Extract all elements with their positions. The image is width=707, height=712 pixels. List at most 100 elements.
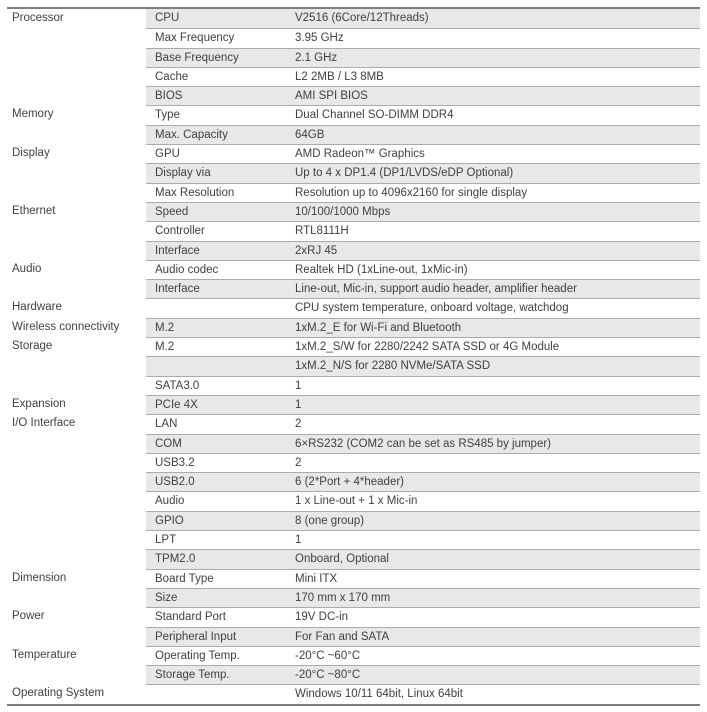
category-label: Wireless connectivity <box>12 320 120 333</box>
property-label: Base Frequency <box>155 51 239 64</box>
property-value: 2 <box>295 456 302 469</box>
spec-row: BIOS AMI SPI BIOS <box>7 86 700 106</box>
spec-row: Hardware CPU system temperature, onboard… <box>7 298 700 318</box>
spec-row: USB3.2 2 <box>7 452 700 473</box>
spec-row-band: Standard Port 19V DC-in <box>146 607 700 627</box>
property-value: 2.1 GHz <box>295 51 338 64</box>
spec-row: Size 170 mm x 170 mm <box>7 587 700 608</box>
category-label <box>7 549 146 568</box>
spec-row-band: LPT 1 <box>146 530 700 550</box>
property-value: L2 2MB / L3 8MB <box>295 70 384 83</box>
spec-row: I/O Interface LAN 2 <box>7 414 700 434</box>
spec-row: Max Resolution Resolution up to 4096x216… <box>7 182 700 202</box>
spec-row-band: Max. Capacity 64GB <box>146 124 700 145</box>
spec-row: 1xM.2_N/S for 2280 NVMe/SATA SSD <box>7 356 700 376</box>
property-label <box>146 357 286 375</box>
property-value: 2xRJ 45 <box>295 244 338 257</box>
property-value: 8 (one group) <box>295 514 365 527</box>
spec-row: Controller RTL8111H <box>7 221 700 241</box>
category-label <box>7 48 146 67</box>
spec-row-band: Peripheral Input For Fan and SATA <box>146 626 700 646</box>
category-label <box>7 491 146 510</box>
spec-row: Display GPU AMD Radeon™ Graphics <box>7 144 700 164</box>
spec-row: USB2.0 6 (2*Port + 4*header) <box>7 472 700 492</box>
property-value: 1 <box>295 534 302 547</box>
property-label: USB2.0 <box>155 476 195 489</box>
property-value: Line-out, Mic-in, support audio header, … <box>295 283 577 296</box>
spec-row: Interface Line-out, Mic-in, support audi… <box>7 279 700 299</box>
category-label: Operating System <box>12 687 105 700</box>
property-label: Type <box>155 109 180 122</box>
spec-row-band: Display via Up to 4 x DP1.4 (DP1/LVDS/eD… <box>146 163 700 183</box>
property-value: 3.95 GHz <box>295 32 344 45</box>
category-label <box>7 67 146 86</box>
property-label: Max Frequency <box>155 32 235 45</box>
property-label: Board Type <box>155 572 214 585</box>
category-label <box>7 627 146 646</box>
property-label: Audio codec <box>155 263 219 276</box>
spec-row: Storage M.2 1xM.2_S/W for 2280/2242 SATA… <box>7 337 700 357</box>
category-label <box>7 28 146 47</box>
property-value: 1 x Line-out + 1 x Mic-in <box>295 495 418 508</box>
spec-row: Wireless connectivity M.2 1xM.2_E for Wi… <box>7 317 700 338</box>
category-label <box>7 163 146 182</box>
category-label <box>7 125 146 144</box>
property-label <box>146 685 286 703</box>
property-label: Size <box>155 591 178 604</box>
property-label: Audio <box>155 495 185 508</box>
spec-row-band: COM 6×RS232 (COM2 can be set as RS485 by… <box>146 433 700 453</box>
property-value: AMD Radeon™ Graphics <box>295 148 425 161</box>
property-label <box>146 299 286 317</box>
property-label: CPU <box>155 12 180 24</box>
property-value: Up to 4 x DP1.4 (DP1/LVDS/eDP Optional) <box>295 167 514 180</box>
property-value: 10/100/1000 Mbps <box>295 205 391 218</box>
property-value: 1xM.2_S/W for 2280/2242 SATA SSD or 4G M… <box>295 341 560 354</box>
spec-row-band: Interface Line-out, Mic-in, support audi… <box>146 279 700 299</box>
spec-row-band: CPU system temperature, onboard voltage,… <box>146 298 700 318</box>
property-label: LAN <box>155 418 178 431</box>
spec-row-band: Board Type Mini ITX <box>146 568 700 588</box>
property-value: For Fan and SATA <box>295 630 390 643</box>
property-value: Mini ITX <box>295 572 338 585</box>
property-label: Storage Temp. <box>155 669 230 682</box>
category-label <box>7 86 146 105</box>
property-label: Controller <box>155 225 205 238</box>
category-label: Temperature <box>12 648 77 661</box>
property-label: M.2 <box>155 341 175 354</box>
property-value: 170 mm x 170 mm <box>295 591 391 604</box>
category-label <box>7 472 146 491</box>
category-label <box>7 241 146 260</box>
category-label <box>7 530 146 549</box>
property-value: -20°C ~60°C <box>295 649 361 662</box>
spec-row-band: SATA3.0 1 <box>146 375 700 395</box>
property-label: USB3.2 <box>155 456 195 469</box>
spec-row: Memory Type Dual Channel SO-DIMM DDR4 <box>7 105 700 125</box>
category-label: Audio <box>12 262 42 275</box>
category-label: Processor <box>12 12 64 24</box>
category-label: Expansion <box>12 397 66 410</box>
property-label: LPT <box>155 534 177 547</box>
spec-row: Power Standard Port 19V DC-in <box>7 607 700 627</box>
spec-row: Max Frequency 3.95 GHz <box>7 28 700 48</box>
spec-row-band: Max Frequency 3.95 GHz <box>146 28 700 48</box>
property-value: RTL8111H <box>295 225 349 238</box>
property-value: Resolution up to 4096x2160 for single di… <box>295 186 528 199</box>
property-value: 6×RS232 (COM2 can be set as RS485 by jum… <box>295 437 551 450</box>
spec-row-band: M.2 1xM.2_E for Wi-Fi and Bluetooth <box>146 317 700 338</box>
spec-row-band: LAN 2 <box>146 414 700 434</box>
property-value: Dual Channel SO-DIMM DDR4 <box>295 109 454 122</box>
spec-row-band: M.2 1xM.2_S/W for 2280/2242 SATA SSD or … <box>146 337 700 357</box>
spec-row-band: Audio 1 x Line-out + 1 x Mic-in <box>146 491 700 511</box>
property-label: Cache <box>155 70 189 83</box>
category-label: Dimension <box>12 571 67 584</box>
spec-row-band: Interface 2xRJ 45 <box>146 240 700 260</box>
spec-row: Expansion PCIe 4X 1 <box>7 394 700 415</box>
spec-row-band: Audio codec Realtek HD (1xLine-out, 1xMi… <box>146 259 700 280</box>
property-value: 1xM.2_N/S for 2280 NVMe/SATA SSD <box>295 360 491 373</box>
category-label: Memory <box>12 108 54 121</box>
property-value: AMI SPI BIOS <box>295 90 368 103</box>
spec-row: Interface 2xRJ 45 <box>7 240 700 260</box>
category-label <box>7 221 146 240</box>
category-label <box>7 434 146 453</box>
spec-row-band: Cache L2 2MB / L3 8MB <box>146 66 700 87</box>
